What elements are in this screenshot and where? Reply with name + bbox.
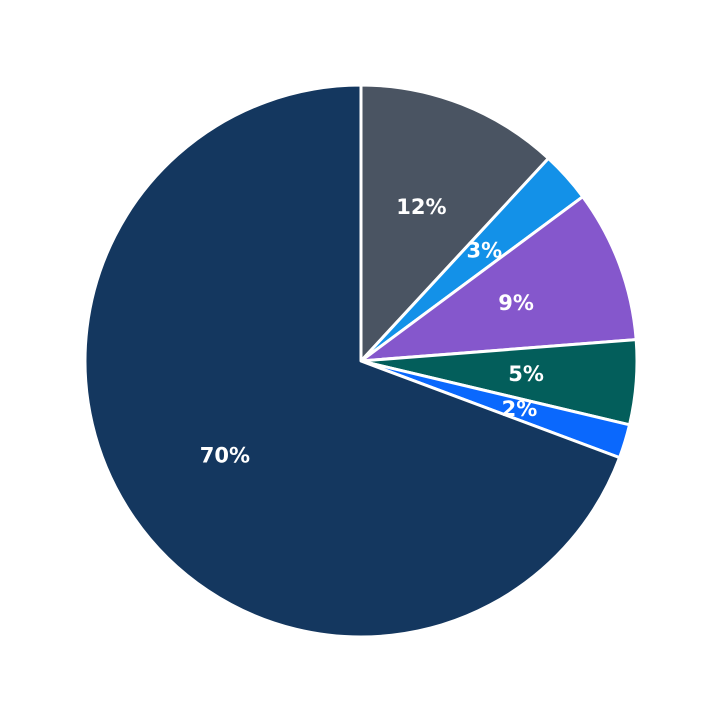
slice-label-2: 9%	[498, 291, 534, 315]
pie-slice-0	[359, 83, 550, 363]
slice-label-4: 2%	[502, 397, 538, 421]
labels-layer: 12% 3% 9% 5% 2% 70%	[200, 195, 544, 468]
slice-label-3: 5%	[508, 362, 544, 386]
pie-slice-2	[359, 195, 638, 363]
slice-label-5: 70%	[200, 443, 250, 467]
pie-slice-5	[83, 83, 622, 639]
slice-label-1: 3%	[466, 238, 502, 262]
slice-label-0: 12%	[396, 195, 446, 219]
slices-layer	[83, 83, 639, 639]
